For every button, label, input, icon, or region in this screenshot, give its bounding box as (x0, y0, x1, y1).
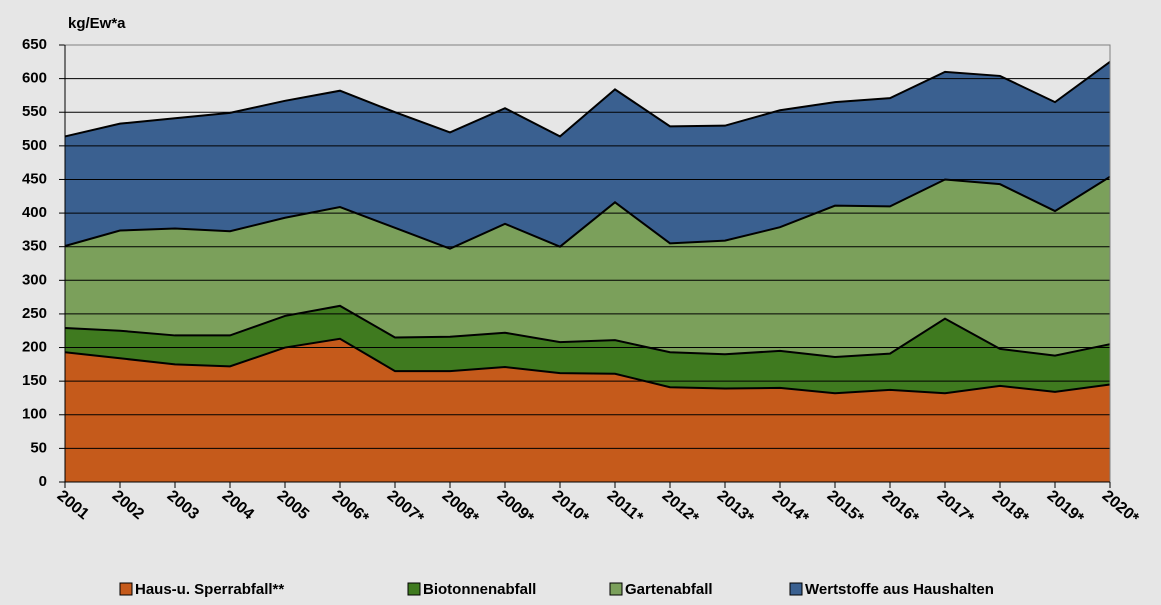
legend-swatch (407, 582, 421, 596)
legend-swatch (609, 582, 623, 596)
area-outline (64, 304, 1111, 358)
area (65, 305, 1110, 394)
y-axis-label: kg/Ew*a (68, 15, 126, 32)
y-tick-label: 600 (22, 70, 47, 87)
area (65, 176, 1110, 357)
y-tick-label: 150 (22, 372, 47, 389)
y-tick-label: 500 (22, 137, 47, 154)
legend-label: Wertstoffe aus Haushalten (805, 581, 994, 598)
y-tick-label: 0 (39, 473, 47, 490)
area-outline (64, 175, 1111, 250)
legend-swatch (119, 582, 133, 596)
legend-swatch (789, 582, 803, 596)
y-tick-label: 50 (30, 439, 47, 456)
y-tick-label: 450 (22, 170, 47, 187)
legend-label: Haus-u. Sperrabfall** (135, 581, 284, 598)
area (65, 61, 1110, 249)
y-tick-label: 100 (22, 406, 47, 423)
y-tick-label: 250 (22, 305, 47, 322)
y-tick-label: 650 (22, 36, 47, 53)
y-tick-label: 550 (22, 103, 47, 120)
y-tick-label: 200 (22, 339, 47, 356)
area (65, 338, 1110, 482)
legend-label: Gartenabfall (625, 581, 713, 598)
y-tick-label: 350 (22, 238, 47, 255)
area-outline (64, 337, 1111, 395)
legend-label: Biotonnenabfall (423, 581, 536, 598)
y-tick-label: 400 (22, 204, 47, 221)
y-tick-label: 300 (22, 271, 47, 288)
area-outline (64, 61, 1111, 138)
